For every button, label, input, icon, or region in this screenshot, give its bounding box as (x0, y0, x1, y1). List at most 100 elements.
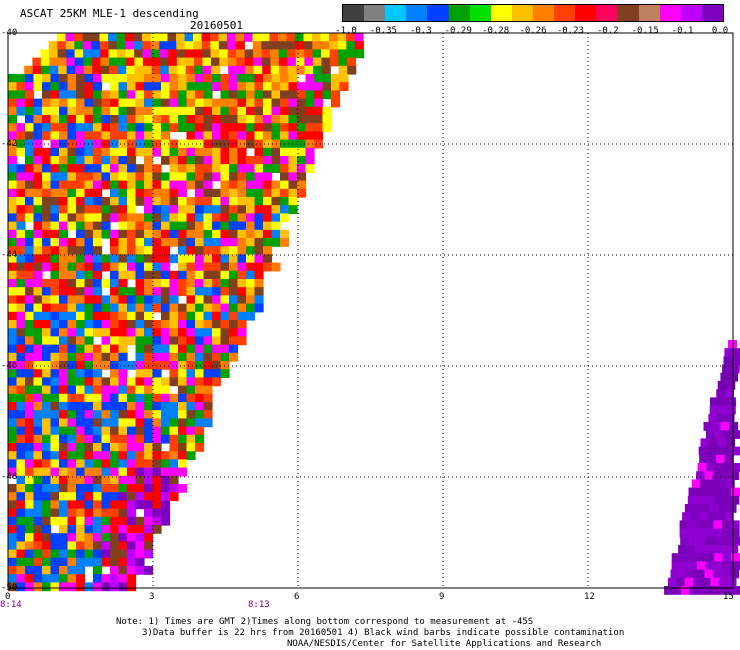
data-cell (8, 238, 18, 247)
data-cell (203, 98, 213, 108)
data-cell (142, 49, 152, 59)
data-cell (203, 262, 213, 272)
data-cell (67, 385, 77, 395)
data-cell (93, 279, 103, 288)
data-cell (127, 205, 137, 214)
data-cell (152, 328, 162, 337)
data-cell (706, 586, 716, 595)
data-cell (24, 65, 34, 75)
data-cell (322, 115, 332, 124)
data-cell (84, 426, 94, 436)
data-cell (161, 516, 171, 526)
data-cell (76, 238, 86, 247)
data-cell (8, 484, 18, 493)
data-cell (288, 123, 298, 132)
colorbar-segment (364, 5, 386, 21)
data-cell (178, 303, 188, 313)
data-cell (50, 229, 60, 239)
data-cell (84, 279, 94, 288)
data-cell (195, 295, 205, 305)
data-cell (178, 426, 188, 436)
data-cell (50, 221, 60, 231)
data-cell (254, 98, 264, 108)
data-cell (67, 279, 77, 288)
data-cell (305, 98, 315, 108)
data-cell (178, 156, 188, 165)
data-cell (210, 33, 220, 42)
latitude-label: -40 (1, 28, 18, 38)
data-cell (186, 311, 196, 321)
data-cell (152, 402, 162, 411)
data-cell (144, 303, 154, 313)
data-cell (109, 65, 119, 75)
data-cell (338, 57, 348, 67)
data-cell (280, 180, 290, 190)
data-cell (161, 98, 171, 108)
data-cell (203, 221, 213, 231)
data-cell (723, 356, 733, 366)
data-cell (705, 487, 715, 497)
data-cell (178, 434, 188, 444)
data-cell (161, 328, 171, 337)
data-cell (229, 180, 239, 190)
data-cell (135, 385, 145, 395)
data-cell (195, 279, 205, 288)
data-cell (212, 262, 222, 272)
data-cell (84, 369, 94, 378)
data-cell (722, 561, 732, 571)
data-cell (304, 57, 314, 67)
data-cell (110, 549, 120, 559)
data-cell (703, 422, 713, 431)
data-cell (710, 577, 720, 587)
data-cell (152, 467, 162, 477)
data-cell (169, 336, 179, 346)
data-cell (84, 549, 94, 559)
note-line-1: Note: 1) Times are GMT 2)Times along bot… (116, 617, 534, 627)
data-cell (178, 197, 188, 206)
data-cell (186, 328, 196, 337)
data-cell (76, 106, 86, 116)
data-cell (254, 287, 264, 296)
data-cell (288, 197, 298, 206)
data-cell (93, 90, 103, 100)
data-cell (42, 434, 52, 444)
data-cell (110, 582, 120, 592)
data-cell (42, 557, 52, 567)
data-cell (16, 303, 26, 313)
data-cell (101, 426, 111, 436)
data-cell (680, 536, 690, 546)
data-cell (212, 98, 222, 108)
data-cell (33, 98, 43, 108)
data-cell (193, 41, 203, 50)
data-cell (59, 582, 69, 592)
data-cell (695, 545, 705, 554)
data-cell (50, 213, 60, 223)
data-cell (227, 49, 237, 59)
colorbar-tick-label: -1.0 (335, 26, 357, 36)
data-cell (696, 569, 706, 579)
data-cell (254, 156, 264, 165)
data-cell (8, 492, 18, 501)
data-cell (67, 377, 77, 387)
data-cell (33, 205, 43, 214)
data-cell (8, 328, 18, 337)
data-cell (280, 164, 290, 173)
data-cell (84, 361, 94, 370)
data-cell (186, 369, 196, 378)
data-cell (110, 229, 120, 239)
data-cell (76, 426, 86, 436)
data-cell (67, 74, 77, 83)
data-cell (161, 205, 171, 214)
data-cell (169, 410, 179, 419)
data-cell (718, 405, 728, 415)
data-cell (717, 381, 727, 390)
data-cell (93, 377, 103, 387)
data-cell (202, 65, 212, 75)
data-cell (305, 139, 315, 149)
data-cell (16, 123, 26, 132)
data-cell (169, 475, 179, 485)
data-cell (730, 528, 740, 538)
data-cell (346, 33, 356, 42)
data-cell (729, 422, 739, 431)
data-cell (161, 377, 171, 387)
